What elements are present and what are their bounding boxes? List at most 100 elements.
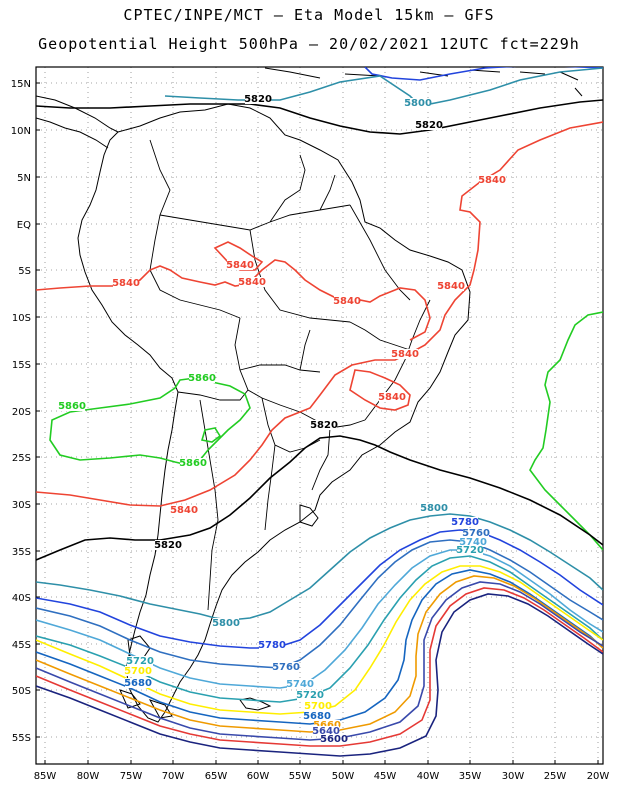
lon-tick-label: 20W	[587, 771, 610, 782]
contour-label-5700: 5700	[124, 666, 152, 677]
contour-label-bg	[127, 656, 153, 666]
lat-tick-label: 25S	[12, 453, 31, 464]
contour-label-bg	[452, 517, 478, 527]
contour-label-bg	[305, 701, 331, 711]
lat-tick-label: 15S	[12, 360, 31, 371]
contour-label-bg	[287, 679, 313, 689]
lat-tick-label: 30S	[12, 500, 31, 511]
contour-label-5840: 5840	[333, 296, 361, 307]
lat-tick-label: EQ	[17, 220, 31, 231]
contour-label-5820: 5820	[310, 420, 338, 431]
lon-tick-label: 75W	[120, 771, 143, 782]
country-borders	[149, 139, 431, 611]
contour-label-5800: 5800	[212, 618, 240, 629]
contour-5740-south	[36, 549, 603, 689]
contour-5780-top	[364, 67, 603, 81]
contour-label-5720: 5720	[126, 656, 154, 667]
contour-label-bg	[405, 98, 431, 108]
contour-label-bg	[314, 720, 340, 730]
lat-tick-label: 15N	[11, 79, 31, 90]
lon-tick-label: 35W	[459, 771, 482, 782]
lat-tick-label: 50S	[12, 686, 31, 697]
contour-label-5860: 5860	[58, 401, 86, 412]
contour-label-5860: 5860	[188, 373, 216, 384]
contour-label-bg	[311, 420, 337, 430]
falkland-islands	[239, 697, 272, 711]
central-america-coastline	[36, 95, 119, 149]
contour-5640-south	[36, 581, 603, 741]
contour-label-bg	[313, 726, 339, 736]
contour-5760-south	[36, 539, 603, 669]
contour-label-5800: 5800	[420, 503, 448, 514]
contour-label-5840: 5840	[437, 281, 465, 292]
contour-5660-south	[36, 575, 603, 733]
contour-5780-south	[36, 529, 603, 649]
contour-label-bg	[421, 503, 447, 513]
map-title-line2: Geopotential Height 500hPa – 20/02/2021 …	[38, 35, 580, 53]
plot-frame	[35, 66, 604, 765]
contour-label-bg	[113, 278, 139, 288]
lat-tick-label: 5S	[18, 266, 31, 277]
contour-label-bg	[304, 711, 330, 721]
contour-label-bg	[297, 690, 323, 700]
map-title-line1: CPTEC/INPE/MCT – Eta Model 15km – GFS	[123, 6, 495, 24]
contour-label-5860: 5860	[179, 458, 207, 469]
contour-label-bg	[227, 260, 253, 270]
contour-label-bg	[463, 528, 489, 538]
contour-label-5840: 5840	[226, 260, 254, 271]
contour-label-5780: 5780	[258, 640, 286, 651]
lat-tick-label: 55S	[12, 733, 31, 744]
lon-tick-label: 55W	[289, 771, 312, 782]
contour-label-5700: 5700	[304, 701, 332, 712]
contour-label-bg	[125, 666, 151, 676]
lon-tick-label: 45W	[374, 771, 397, 782]
contour-5860-west	[49, 377, 251, 466]
contour-label-bg	[171, 505, 197, 515]
lon-tick-label: 60W	[247, 771, 270, 782]
contour-label-bg	[213, 618, 239, 628]
contour-5600-south	[36, 593, 603, 757]
contour-label-5840: 5840	[391, 349, 419, 360]
lon-tick-label: 50W	[332, 771, 355, 782]
contour-label-bg	[273, 662, 299, 672]
lat-tick-label: 20S	[12, 407, 31, 418]
contour-label-5820: 5820	[244, 94, 272, 105]
lon-tick-label: 40W	[417, 771, 440, 782]
contour-label-5820: 5820	[415, 120, 443, 131]
contour-label-5680: 5680	[124, 678, 152, 689]
contour-5800-south	[36, 513, 603, 621]
contour-label-bg	[479, 175, 505, 185]
lat-tick-label: 45S	[12, 640, 31, 651]
contour-5860-inner	[200, 427, 222, 443]
contour-5820-top	[36, 99, 603, 135]
contour-label-bg	[321, 734, 347, 744]
lat-tick-label: 10N	[11, 126, 31, 137]
lat-tick-label: 5N	[17, 173, 31, 184]
contour-label-bg	[245, 94, 271, 104]
uruguay-lagoon	[299, 504, 319, 527]
lat-tick-label: 10S	[12, 313, 31, 324]
lon-tick-label: 65W	[205, 771, 228, 782]
contour-label-5760: 5760	[272, 662, 300, 673]
contour-label-bg	[379, 392, 405, 402]
contour-label-5720: 5720	[296, 690, 324, 701]
contour-label-5840: 5840	[170, 505, 198, 516]
contour-5860-east	[529, 311, 603, 551]
lon-tick-label: 25W	[544, 771, 567, 782]
south-america-coastline	[77, 103, 471, 723]
contour-label-bg	[457, 545, 483, 555]
contour-label-5740: 5740	[459, 537, 487, 548]
lat-lon-grid	[36, 67, 603, 764]
contour-label-bg	[239, 277, 265, 287]
contour-5700-south	[36, 565, 603, 715]
contour-label-bg	[125, 678, 151, 688]
contour-label-5640: 5640	[312, 726, 340, 737]
contour-label-5840: 5840	[378, 392, 406, 403]
contour-label-bg	[259, 640, 285, 650]
lat-tick-label: 35S	[12, 547, 31, 558]
lon-tick-label: 30W	[502, 771, 525, 782]
contour-label-bg	[416, 120, 442, 130]
contour-label-bg	[189, 373, 215, 383]
contour-5820-middle	[36, 435, 603, 561]
contour-label-5780: 5780	[451, 517, 479, 528]
